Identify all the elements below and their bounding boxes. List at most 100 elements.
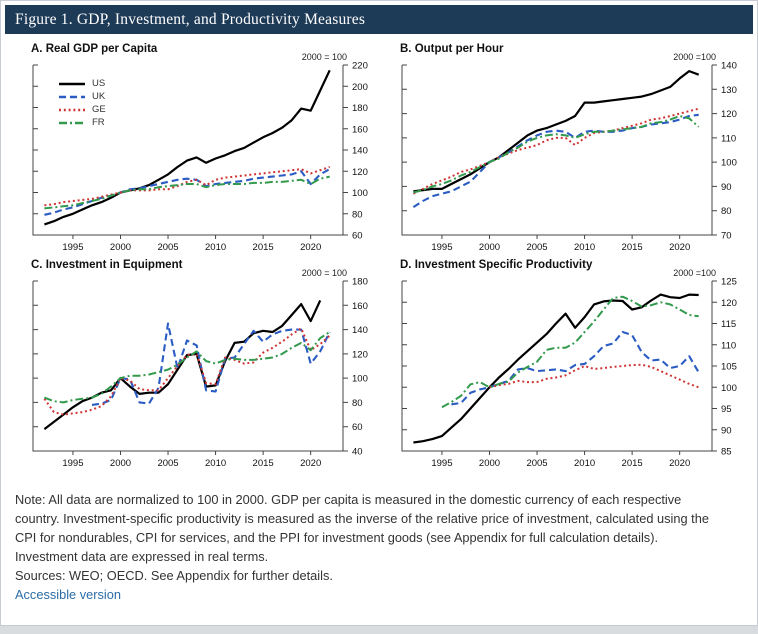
x-tick-label: 2020: [669, 458, 690, 469]
x-tick-label: 2015: [253, 242, 274, 253]
y-tick-label: 220: [352, 61, 368, 72]
x-tick-label: 2000: [110, 458, 131, 469]
series-line-GE: [412, 107, 699, 195]
normalization-label: 2000 =100: [673, 52, 716, 62]
x-tick-label: 1995: [62, 458, 83, 469]
y-tick-label: 120: [352, 349, 368, 360]
panel-investment-in-equipment: C. Investment in Equipment 2000 = 100 40…: [13, 259, 375, 473]
legend-item-uk: UK: [59, 90, 106, 103]
chart-plot-c: 40 60 80 100 120 140 160 180 1995 2000 2005 2010 201…: [32, 277, 368, 469]
y-tick-label: 90: [721, 425, 732, 436]
x-tick-label: 2000: [479, 242, 500, 253]
x-tick-label: 2015: [622, 458, 643, 469]
legend-label-ge: GE: [92, 104, 106, 115]
legend-item-ge: GE: [59, 103, 106, 116]
panel-title: C. Investment in Equipment: [31, 259, 183, 271]
series-line-US: [43, 299, 322, 430]
note-text-line: Note: All data are normalized to 100 in …: [15, 492, 682, 507]
series-line-FR: [44, 331, 331, 404]
y-tick-label: 120: [721, 298, 737, 309]
y-tick-label: 140: [721, 61, 737, 72]
normalization-label: 2000 = 100: [301, 268, 347, 278]
sources-text: Sources: WEO; OECD. See Appendix for fur…: [15, 568, 333, 583]
y-tick-label: 80: [352, 209, 363, 220]
series-line-FR: [441, 295, 699, 409]
y-tick-label: 80: [352, 398, 363, 409]
panel-output-per-hour: B. Output per Hour 2000 =100 70 80 90 100 11…: [382, 43, 744, 257]
x-tick-label: 2010: [205, 242, 226, 253]
y-tick-label: 140: [352, 146, 368, 157]
series-line-US: [413, 70, 700, 193]
x-tick-label: 1995: [62, 242, 83, 253]
y-tick-label: 80: [721, 206, 732, 217]
axis-frame: [32, 281, 344, 452]
accessible-version-link[interactable]: Accessible version: [15, 587, 121, 602]
chart-plot-b: 70 80 90 100 110 120 130 140 1995 2000 2005 2010 201…: [401, 61, 737, 253]
note-text-line: Investment data are expressed in real te…: [15, 549, 269, 564]
legend-item-us: US: [59, 77, 106, 90]
series-line-US: [413, 293, 699, 444]
y-tick-label: 90: [721, 182, 732, 193]
note-text-line: country. Investment-specific productivit…: [15, 511, 709, 526]
axis-frame: [401, 65, 713, 236]
y-tick-label: 180: [352, 277, 368, 288]
legend-label-us: US: [92, 78, 106, 89]
axis-frame: [401, 281, 713, 452]
x-tick-label: 2005: [526, 458, 547, 469]
y-tick-label: 110: [721, 340, 736, 351]
series-line-US: [44, 69, 331, 226]
x-tick-label: 1995: [431, 242, 452, 253]
normalization-label: 2000 = 100: [301, 52, 347, 62]
normalization-label: 2000 =100: [673, 268, 716, 278]
y-tick-label: 95: [721, 404, 732, 415]
series-line-GE: [44, 166, 331, 207]
y-tick-label: 120: [721, 109, 737, 120]
panel-investment-specific-productivity: D. Investment Specific Productivity 2000…: [382, 259, 744, 473]
y-tick-label: 100: [352, 374, 368, 385]
x-tick-label: 2005: [526, 242, 547, 253]
legend-label-fr: FR: [92, 117, 105, 128]
y-tick-label: 180: [352, 103, 368, 114]
x-tick-label: 2020: [300, 242, 321, 253]
y-tick-label: 100: [721, 383, 737, 394]
y-tick-label: 115: [721, 319, 736, 330]
figure-title-bar: Figure 1. GDP, Investment, and Productiv…: [5, 5, 753, 34]
figure-notes: Note: All data are normalized to 100 in …: [15, 490, 749, 604]
y-tick-label: 160: [352, 301, 368, 312]
chart-legend: US UK GE FR: [59, 77, 106, 129]
legend-item-fr: FR: [59, 116, 106, 129]
y-tick-label: 70: [721, 231, 732, 242]
y-tick-label: 130: [721, 85, 737, 96]
y-tick-label: 140: [352, 325, 368, 336]
y-tick-label: 120: [352, 167, 368, 178]
chart-plot-d: 85 90 95 100 105 110 115 120 125 1995 2000 2005 2010…: [401, 277, 737, 469]
series-line-UK: [451, 330, 700, 406]
x-tick-label: 2015: [253, 458, 274, 469]
x-tick-label: 2020: [669, 242, 690, 253]
series-line-UK: [412, 113, 699, 208]
y-tick-label: 105: [721, 362, 737, 373]
y-tick-label: 100: [352, 188, 368, 199]
note-text-line: CPI for nondurables, CPI for services, a…: [15, 530, 659, 545]
chart-plot-a: 60 80 100 120 140 160 180 200 220 1995 2000 2005 201…: [32, 61, 368, 253]
x-tick-label: 2005: [157, 458, 178, 469]
y-tick-label: 110: [721, 133, 736, 144]
x-tick-label: 2010: [574, 458, 595, 469]
y-tick-label: 160: [352, 124, 368, 135]
panel-title: B. Output per Hour: [400, 43, 504, 55]
y-tick-label: 60: [352, 422, 363, 433]
x-tick-label: 2015: [622, 242, 643, 253]
figure-title: Figure 1. GDP, Investment, and Productiv…: [15, 11, 366, 28]
series-line-FR: [413, 115, 700, 194]
legend-line-sample-us: [59, 82, 85, 85]
x-tick-label: 1995: [431, 458, 452, 469]
legend-label-uk: UK: [92, 91, 106, 102]
y-tick-label: 200: [352, 82, 368, 93]
y-tick-label: 40: [352, 447, 363, 458]
panel-title: D. Investment Specific Productivity: [400, 259, 593, 271]
x-tick-label: 2005: [157, 242, 178, 253]
y-tick-label: 85: [721, 447, 732, 458]
panel-real-gdp-per-capita: A. Real GDP per Capita 2000 = 100 60 80 10…: [13, 43, 375, 257]
legend-line-sample-ge: [59, 108, 85, 111]
